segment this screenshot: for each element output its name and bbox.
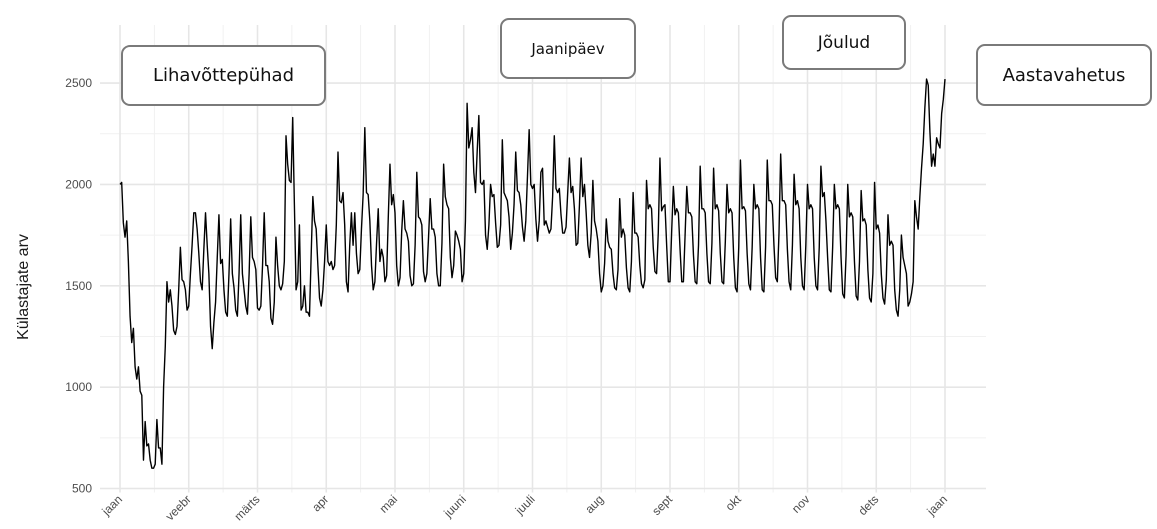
y-tick-label: 2000 bbox=[65, 177, 92, 191]
x-tick-label: juuli bbox=[512, 492, 538, 518]
y-tick-label: 500 bbox=[72, 482, 92, 496]
annotation-midsummer: Jaanipäev bbox=[500, 18, 636, 79]
x-tick-label: apr bbox=[309, 492, 331, 514]
x-tick-label: jaan bbox=[923, 492, 950, 519]
y-tick-label: 1500 bbox=[65, 279, 92, 293]
x-tick-label: nov bbox=[789, 492, 813, 516]
x-axis-ticks: jaan veebr märts apr mai juuni juuli aug sept okt… bbox=[98, 492, 950, 524]
x-tick-label: märts bbox=[232, 492, 263, 523]
y-axis-ticks: 500 1000 1500 2000 2500 bbox=[65, 76, 92, 495]
y-axis-title: Külastajate arv bbox=[15, 234, 32, 340]
y-tick-label: 1000 bbox=[65, 380, 92, 394]
annotation-new-year: Aastavahetus bbox=[976, 44, 1152, 106]
annotation-christmas: Jõulud bbox=[782, 15, 906, 70]
series-lines bbox=[119, 78, 946, 469]
x-tick-label: juuni bbox=[440, 492, 469, 521]
x-tick-label: veebr bbox=[163, 492, 194, 523]
x-tick-label: sept bbox=[649, 492, 675, 518]
x-tick-label: jaan bbox=[98, 492, 125, 519]
visitor-count-line bbox=[119, 78, 946, 469]
annotation-easter: Lihavõttepühad bbox=[121, 45, 326, 106]
y-tick-label: 2500 bbox=[65, 76, 92, 90]
x-tick-label: mai bbox=[377, 492, 401, 516]
x-tick-label: dets bbox=[855, 492, 881, 518]
x-tick-label: okt bbox=[723, 492, 745, 514]
x-tick-label: aug bbox=[582, 492, 606, 516]
